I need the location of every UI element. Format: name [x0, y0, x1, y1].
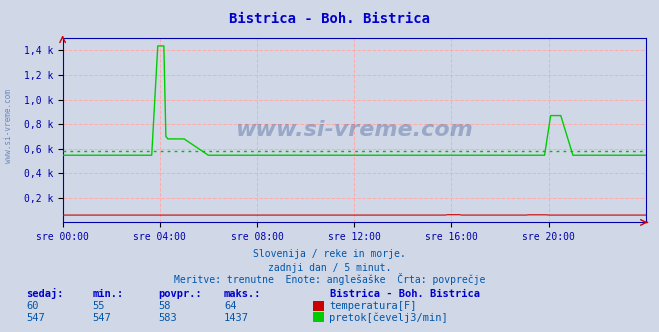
Text: sedaj:: sedaj:: [26, 288, 64, 299]
Text: 547: 547: [92, 313, 111, 323]
Text: Meritve: trenutne  Enote: anglešaške  Črta: povprečje: Meritve: trenutne Enote: anglešaške Črta…: [174, 273, 485, 285]
Text: maks.:: maks.:: [224, 289, 262, 299]
Text: 55: 55: [92, 301, 105, 311]
Text: 1437: 1437: [224, 313, 249, 323]
Text: www.si-vreme.com: www.si-vreme.com: [235, 120, 473, 140]
Text: 60: 60: [26, 301, 39, 311]
Text: Bistrica - Boh. Bistrica: Bistrica - Boh. Bistrica: [330, 289, 480, 299]
Text: min.:: min.:: [92, 289, 123, 299]
Text: 583: 583: [158, 313, 177, 323]
Text: Bistrica - Boh. Bistrica: Bistrica - Boh. Bistrica: [229, 12, 430, 26]
Text: Slovenija / reke in morje.: Slovenija / reke in morje.: [253, 249, 406, 259]
Text: www.si-vreme.com: www.si-vreme.com: [4, 89, 13, 163]
Text: 58: 58: [158, 301, 171, 311]
Text: 547: 547: [26, 313, 45, 323]
Text: temperatura[F]: temperatura[F]: [330, 301, 417, 311]
Text: povpr.:: povpr.:: [158, 289, 202, 299]
Text: 64: 64: [224, 301, 237, 311]
Text: pretok[čevelj3/min]: pretok[čevelj3/min]: [330, 312, 448, 323]
Text: zadnji dan / 5 minut.: zadnji dan / 5 minut.: [268, 263, 391, 273]
